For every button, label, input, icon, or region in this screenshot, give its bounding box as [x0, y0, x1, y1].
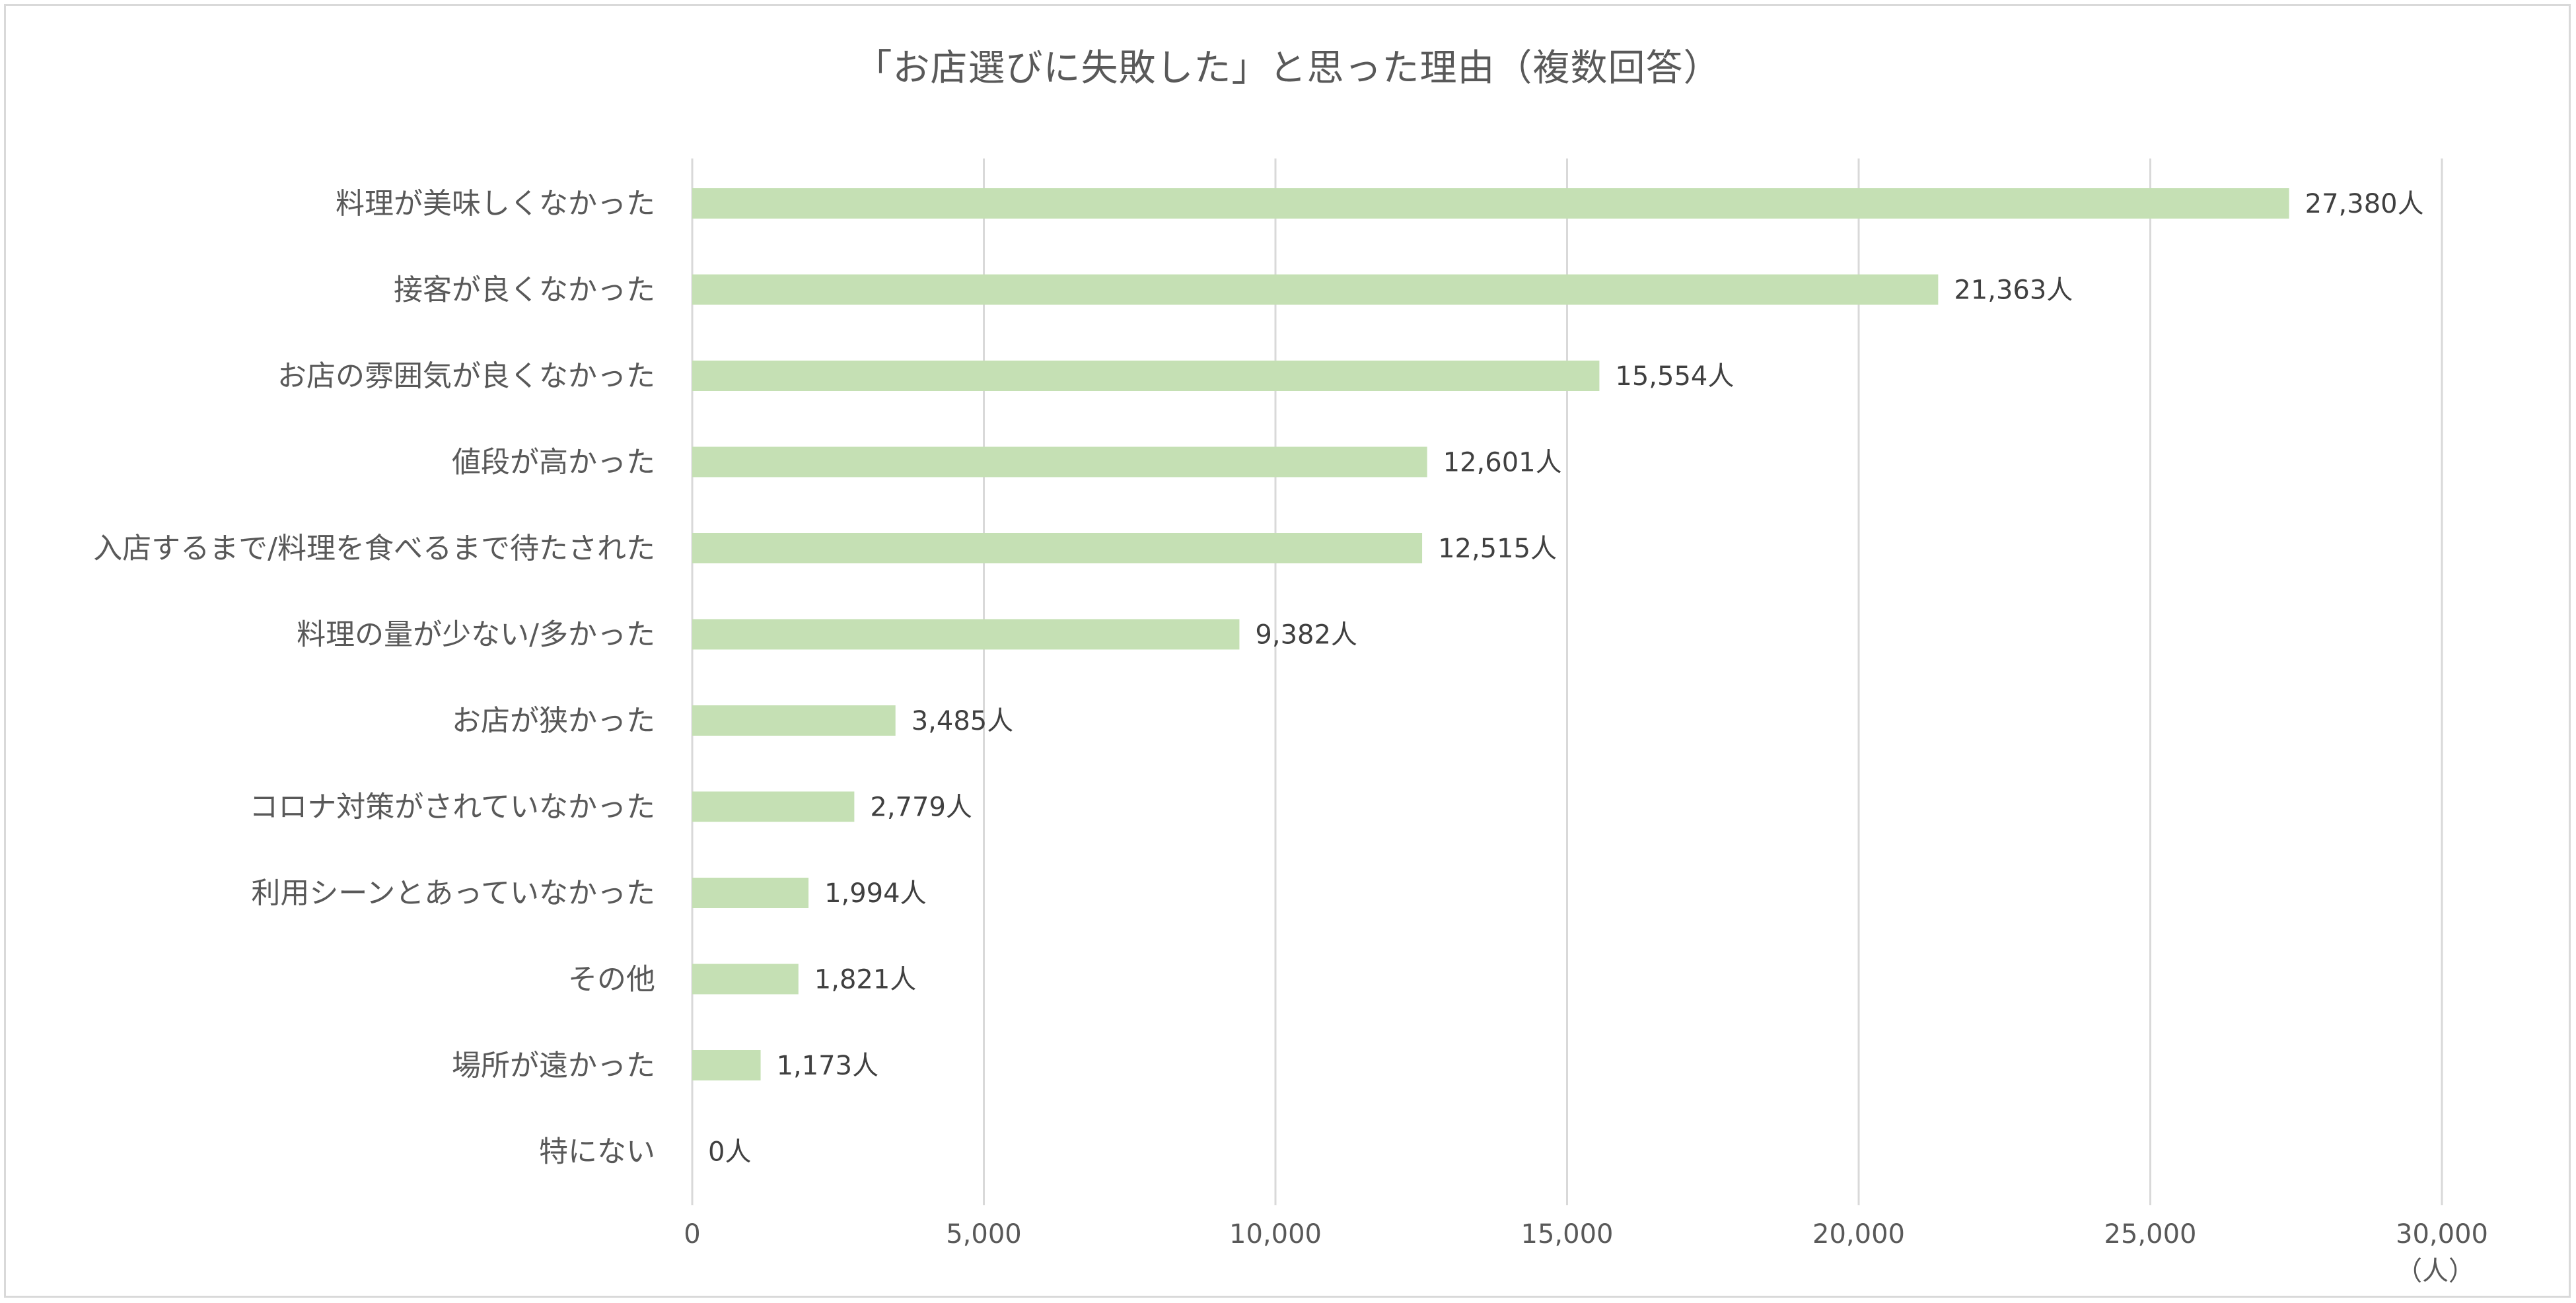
- data-label: 12,601人: [1443, 448, 1562, 478]
- bars: [692, 188, 2289, 1080]
- x-axis-ticks: 0 5,000 10,000 15,000 20,000 25,000 30,000: [684, 1219, 2488, 1250]
- x-tick-label: 15,000: [1521, 1219, 1614, 1250]
- x-axis-unit: （人）: [2396, 1256, 2475, 1286]
- category-labels: 料理が美味しくなかった接客が良くなかったお店の雰囲気が良くなかった値段が高かった…: [93, 187, 655, 1169]
- category-label: お店が狭かった: [452, 704, 655, 738]
- category-label: 接客が良くなかった: [394, 273, 655, 307]
- category-label: コロナ対策がされていなかった: [249, 791, 655, 824]
- category-label: 利用シーンとあっていなかった: [251, 876, 655, 910]
- gridlines: [691, 158, 2443, 1205]
- bar: [692, 533, 1423, 563]
- bar: [692, 274, 1939, 305]
- bar: [692, 791, 855, 822]
- bar: [692, 188, 2289, 219]
- bar: [692, 619, 1240, 650]
- bar: [692, 446, 1427, 477]
- data-label: 27,380人: [2305, 189, 2424, 219]
- data-label: 1,994人: [824, 878, 927, 909]
- data-label: 21,363人: [1954, 275, 2073, 306]
- x-tick-label: 5,000: [946, 1219, 1022, 1250]
- data-labels: 27,380人 21,363人 15,554人 12,601人 12,515人 9,382…: [708, 189, 2424, 1168]
- chart-frame: [4, 4, 2571, 1298]
- data-label: 12,515人: [1438, 534, 1557, 564]
- data-label: 1,173人: [777, 1051, 879, 1081]
- x-tick-label: 0: [684, 1219, 700, 1250]
- category-label: 料理が美味しくなかった: [336, 187, 655, 221]
- data-label: 2,779人: [870, 792, 972, 823]
- data-label: 0人: [708, 1137, 751, 1168]
- x-tick-label: 20,000: [1812, 1219, 1905, 1250]
- category-label: その他: [568, 963, 655, 997]
- category-label: お店の雰囲気が良くなかった: [277, 359, 655, 393]
- bar: [692, 964, 799, 995]
- data-label: 15,554人: [1615, 361, 1734, 392]
- x-tick-label: 30,000: [2396, 1219, 2488, 1250]
- category-label: 場所が遠かった: [452, 1049, 655, 1082]
- data-label: 3,485人: [912, 706, 1014, 736]
- data-label: 1,821人: [814, 965, 917, 995]
- category-label: 入店するまで/料理を食べるまで待たされた: [93, 532, 655, 565]
- bar: [692, 1050, 761, 1080]
- x-tick-label: 10,000: [1229, 1219, 1322, 1250]
- bar: [692, 705, 896, 736]
- chart-title: 「お店選びに失敗した」と思った理由（複数回答）: [855, 47, 1721, 90]
- bar: [692, 878, 809, 908]
- bar: [692, 361, 1600, 391]
- category-label: 値段が高かった: [452, 446, 655, 479]
- category-label: 特にない: [539, 1135, 655, 1169]
- category-label: 料理の量が少ない/多かった: [297, 618, 655, 652]
- x-tick-label: 25,000: [2104, 1219, 2197, 1250]
- data-label: 9,382人: [1255, 620, 1357, 651]
